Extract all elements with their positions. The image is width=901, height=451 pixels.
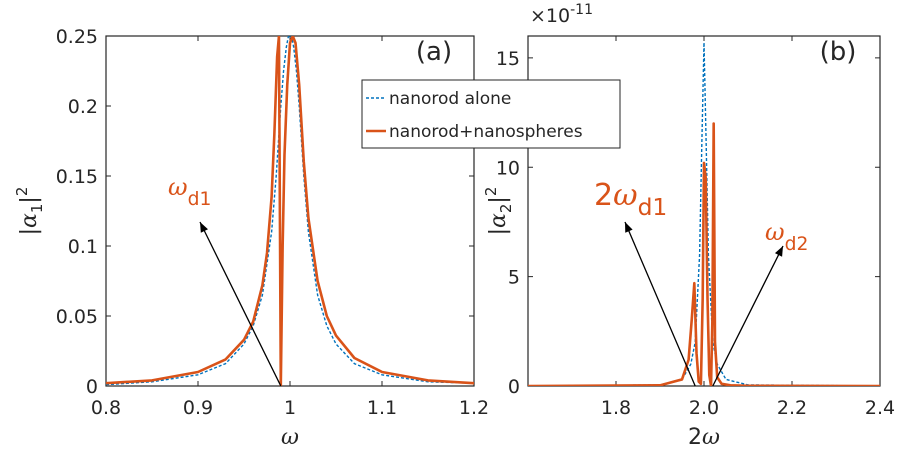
y-tick-label: 0.2 xyxy=(68,96,98,118)
panel-b: 1.8 2.0 2.2 2.4 0 5 10 15 (b) 2ω |α2|2 ×10-11 2ωd1 ωd… xyxy=(482,2,895,450)
annotation-label: ωd2 xyxy=(765,218,808,255)
y-tick-label: 5 xyxy=(508,267,520,289)
y-tick-label: 10 xyxy=(496,157,520,179)
y-tick-label: 15 xyxy=(496,48,520,70)
exponent-label: ×10-11 xyxy=(530,2,593,27)
y-tick-label: 0 xyxy=(508,376,520,398)
x-tick-label: 0.8 xyxy=(91,397,121,419)
series-line-nanorod-alone xyxy=(106,36,474,386)
annotation-arrow-head xyxy=(200,222,209,233)
x-tick-label: 1 xyxy=(284,397,296,419)
annotation-arrow-head xyxy=(625,222,633,233)
x-tick-label: 1.8 xyxy=(601,397,631,419)
x-axis-label: 2ω xyxy=(688,425,720,450)
panel-label: (b) xyxy=(820,37,857,67)
legend-box xyxy=(361,79,621,149)
series-line-nanorod-nanospheres xyxy=(528,122,880,386)
x-tick-label: 1.2 xyxy=(459,397,489,419)
y-tick-label: 0 xyxy=(86,376,98,398)
y-axis-label: |α1|2 xyxy=(13,187,46,236)
y-tick-label: 0.05 xyxy=(56,306,98,328)
annotation-arrow-head xyxy=(774,246,783,257)
y-axis-label: |α2|2 xyxy=(482,187,515,236)
annotation-arrow-line xyxy=(712,245,784,387)
y-tick-label: 0.15 xyxy=(56,166,98,188)
legend: nanorod alone nanorod+nanospheres xyxy=(361,79,621,149)
y-tick-label: 0.1 xyxy=(68,236,98,258)
annotation-label: 2ωd1 xyxy=(594,178,667,221)
x-tick-label: 2.0 xyxy=(689,397,719,419)
legend-label: nanorod+nanospheres xyxy=(389,122,583,142)
y-tick-label: 0.25 xyxy=(56,26,98,48)
panel-label: (a) xyxy=(416,37,452,67)
x-tick-label: 2.4 xyxy=(865,397,895,419)
panel-a: 0.8 0.9 1 1.1 1.2 0 0.05 0.1 0.15 0.2 0.25 (a) ω |α1|… xyxy=(13,26,489,450)
x-tick-label: 2.2 xyxy=(777,397,807,419)
annotation-arrow-line xyxy=(624,221,696,387)
series-line-nanorod-nanospheres xyxy=(106,36,474,386)
x-axis-label: ω xyxy=(281,425,299,450)
legend-label: nanorod alone xyxy=(389,89,511,109)
annotation-label: ωd1 xyxy=(168,173,211,210)
annotation-arrow-line xyxy=(199,221,282,387)
x-tick-label: 0.9 xyxy=(183,397,213,419)
x-tick-label: 1.1 xyxy=(367,397,397,419)
